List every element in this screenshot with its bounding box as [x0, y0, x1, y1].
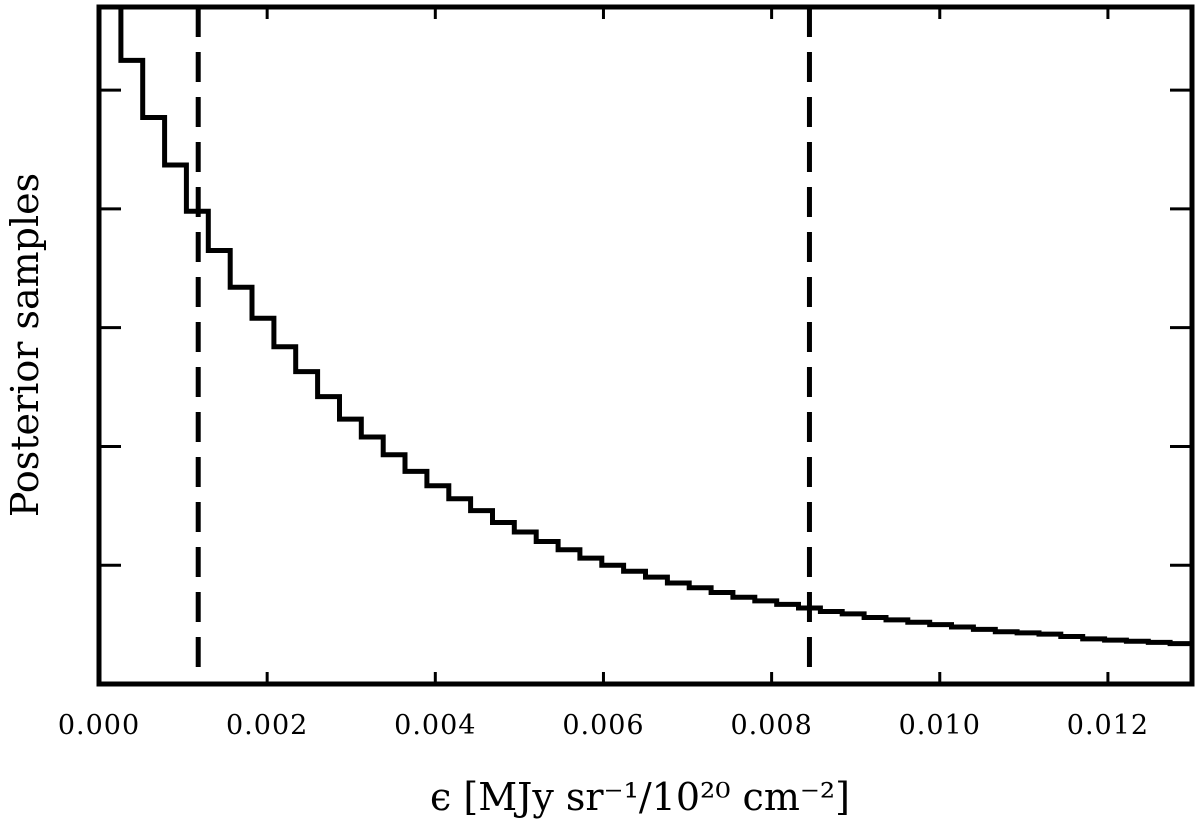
x-tick-labels: 0.000 0.002 0.004 0.006 0.008 0.010 0.012	[58, 710, 1149, 741]
vlines-layer	[195, 7, 812, 684]
x-tick-label-1: 0.002	[226, 710, 308, 741]
x-tick-label-3: 0.006	[562, 710, 644, 741]
plot-frame	[96, 4, 1195, 687]
y-axis-label: Posterior samples	[3, 173, 47, 517]
x-tick-label-4: 0.008	[730, 710, 812, 741]
x-axis-label: ϵ [MJy sr⁻¹/10²⁰ cm⁻²]	[430, 775, 850, 819]
x-tick-label-6: 0.012	[1067, 710, 1149, 741]
x-tick-label-2: 0.004	[394, 710, 476, 741]
histogram-step-line	[99, 4, 1192, 647]
x-tick-label-5: 0.010	[899, 710, 981, 741]
x-tick-label-0: 0.000	[58, 710, 140, 741]
